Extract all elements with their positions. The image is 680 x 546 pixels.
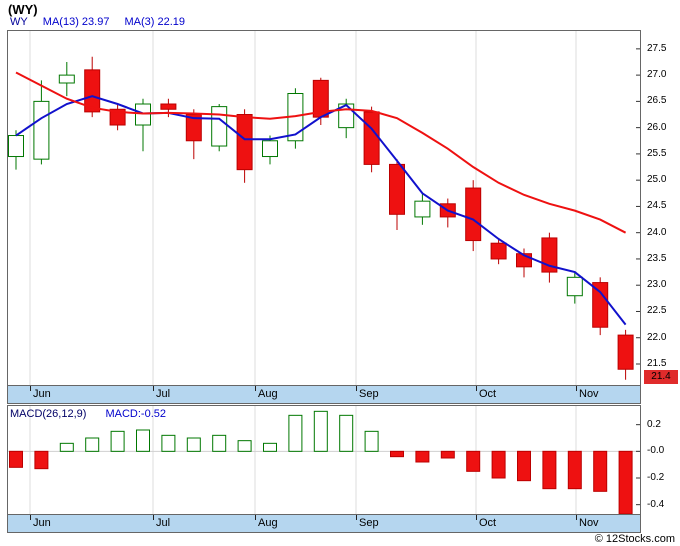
month-label: Jun <box>33 388 51 400</box>
macd-value-label: MACD:-0.52 <box>105 408 167 420</box>
month-label: Oct <box>479 517 497 529</box>
axis-tick-label: 27.0 <box>647 69 667 81</box>
price-chart-panel: Jun Jul Aug Sep Oct Nov <box>7 30 641 404</box>
axis-tick-label: 25.0 <box>647 174 667 186</box>
macd-params-label: MACD(26,12,9) <box>10 408 87 420</box>
axis-tick-label: 22.5 <box>647 305 667 317</box>
month-tick <box>30 515 31 520</box>
axis-tick-label: 23.5 <box>647 252 667 264</box>
ma13-legend: MA(13) 23.97 <box>42 16 110 28</box>
month-tick <box>153 386 154 391</box>
macd-legend: MACD(26,12,9) MACD:-0.52 <box>10 408 166 420</box>
ma13-line <box>15 71 627 234</box>
price-candlestick-chart <box>8 31 640 385</box>
axis-tick-label: 24.0 <box>647 226 667 238</box>
month-tick <box>30 386 31 391</box>
page-title: (WY) <box>8 2 38 17</box>
month-label: Aug <box>258 388 278 400</box>
main-month-axis-band: Jun Jul Aug Sep Oct Nov <box>8 385 640 403</box>
month-tick <box>476 386 477 391</box>
axis-tick-label: 27.5 <box>647 42 667 54</box>
month-label: Jun <box>33 517 51 529</box>
axis-tick-label: 21.5 <box>647 357 667 369</box>
axis-tick-label: -0.0 <box>647 445 665 457</box>
month-label: Sep <box>359 388 379 400</box>
macd-axis-labels: 0.2 -0.0 -0.2 -0.4 <box>647 0 680 546</box>
current-price-badge: 21.4 <box>644 370 678 385</box>
axis-tick-label: 0.2 <box>647 418 661 430</box>
ticker-symbol: WY <box>10 16 28 28</box>
ma3-legend: MA(3) 22.19 <box>124 16 186 28</box>
axis-tick-label: 23.0 <box>647 279 667 291</box>
month-tick <box>476 515 477 520</box>
month-tick <box>153 515 154 520</box>
month-tick <box>576 386 577 391</box>
axis-tick-label: 22.0 <box>647 331 667 343</box>
month-tick <box>356 515 357 520</box>
axis-tick-label: -0.2 <box>647 472 665 483</box>
month-label: Jul <box>156 517 171 529</box>
month-label: Jul <box>156 388 171 400</box>
axis-tick-label: -0.4 <box>647 498 665 510</box>
month-label: Nov <box>579 388 599 400</box>
price-axis-labels: 27.5 27.0 26.5 26.0 25.5 25.0 24.5 24.0 23.5 23.0… <box>647 0 680 546</box>
axis-tick-label: 26.5 <box>647 95 667 107</box>
month-label: Sep <box>359 517 379 529</box>
axis-tick-label: 25.5 <box>647 147 667 159</box>
month-tick <box>576 515 577 520</box>
main-chart-legend: WY MA(13) 23.97 MA(3) 22.19 <box>10 16 185 28</box>
month-tick <box>356 386 357 391</box>
axis-tick-label: 24.5 <box>647 200 667 212</box>
watermark: © 12Stocks.com <box>594 533 675 545</box>
axis-tick-label: 26.0 <box>647 121 667 133</box>
ma3-line <box>15 95 627 326</box>
month-label: Aug <box>258 517 278 529</box>
month-label: Oct <box>479 388 497 400</box>
month-tick <box>255 515 256 520</box>
macd-chart-panel: Jun Jul Aug Sep Oct Nov <box>7 405 641 533</box>
macd-month-axis-band: Jun Jul Aug Sep Oct Nov <box>8 514 640 532</box>
month-label: Nov <box>579 517 599 529</box>
month-tick <box>255 386 256 391</box>
macd-bar-chart <box>8 406 640 514</box>
